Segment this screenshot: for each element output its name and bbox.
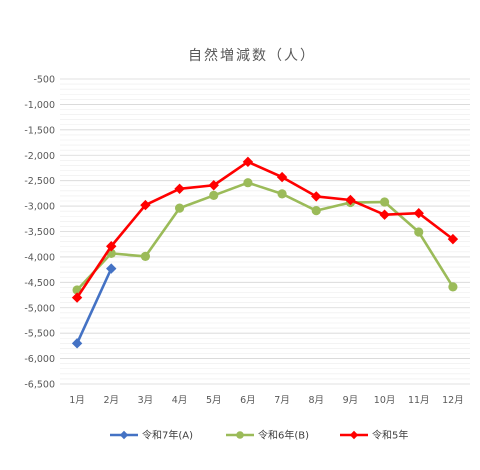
x-axis-tick-labels: 1月 2月 3月 4月 5月 6月 7月 8月 9月 10月 11月 12月: [69, 395, 463, 406]
data-point: [345, 194, 356, 206]
y-tick-label: -5,000: [24, 303, 55, 314]
data-point: [277, 189, 287, 199]
data-point: [311, 191, 322, 202]
data-point: [379, 209, 390, 220]
y-tick-label: -3,000: [24, 202, 55, 213]
y-tick-label: -6,000: [24, 354, 55, 365]
x-tick-label: 4月: [172, 395, 188, 406]
y-tick-label: -500: [33, 75, 55, 86]
data-point: [174, 183, 185, 194]
data-point: [242, 156, 254, 168]
y-tick-label: -6,500: [24, 380, 55, 391]
y-tick-label: -4,500: [24, 278, 55, 289]
x-tick-label: 11月: [408, 395, 430, 406]
x-tick-label: 2月: [103, 395, 119, 406]
x-tick-label: 7月: [274, 395, 290, 406]
x-tick-label: 9月: [343, 395, 359, 406]
data-point: [379, 197, 390, 207]
data-point: [413, 208, 424, 219]
data-point: [174, 203, 185, 213]
y-tick-label: -1,000: [24, 100, 55, 111]
x-tick-label: 12月: [442, 395, 464, 406]
data-point: [106, 241, 117, 252]
x-tick-label: 8月: [308, 395, 324, 406]
x-tick-label: 1月: [69, 395, 85, 406]
legend-swatch-marker: [119, 430, 129, 440]
data-point: [209, 190, 219, 201]
series-line: [76, 181, 455, 291]
series-lines: [71, 156, 459, 349]
data-point: [71, 338, 83, 349]
y-axis-tick-labels: -500 -1,000 -1,500 -2,000 -2,500 -3,000 -3,500…: [24, 75, 55, 391]
legend-label: 令和7年(A): [142, 429, 193, 442]
legend-item: 令和7年(A): [110, 429, 193, 442]
legend-label: 令和6年(B): [258, 429, 309, 442]
series-1: [71, 263, 117, 349]
data-point: [243, 178, 253, 188]
series-line: [75, 268, 113, 344]
data-point: [140, 199, 151, 211]
data-point: [447, 233, 459, 245]
y-tick-label: -2,000: [24, 151, 55, 162]
series-3: [71, 156, 459, 303]
y-tick-label: -2,500: [24, 176, 55, 187]
x-tick-label: 5月: [206, 395, 222, 406]
data-point: [276, 171, 288, 183]
series-2: [72, 178, 458, 295]
data-point: [311, 206, 321, 216]
y-tick-label: -4,000: [24, 252, 55, 263]
x-tick-label: 10月: [374, 395, 396, 406]
data-point: [414, 227, 424, 237]
data-point: [208, 180, 219, 191]
legend-label: 令和5年: [372, 429, 408, 442]
x-tick-label: 6月: [240, 395, 256, 406]
data-point: [71, 292, 83, 303]
legend-swatch-marker: [349, 430, 359, 440]
legend-swatch-marker: [236, 431, 244, 439]
series-line: [76, 160, 454, 299]
x-tick-label: 3月: [138, 395, 154, 406]
data-point: [448, 282, 458, 292]
gridlines: [60, 78, 470, 385]
data-point: [140, 251, 151, 262]
data-point: [106, 263, 117, 274]
chart-title: 自然増減数（人）: [188, 47, 316, 64]
legend-item: 令和5年: [340, 429, 408, 442]
legend-item: 令和6年(B): [226, 429, 309, 442]
y-tick-label: -3,500: [24, 227, 55, 238]
y-tick-label: -5,500: [24, 329, 55, 340]
y-tick-label: -1,500: [24, 125, 55, 136]
legend: 令和7年(A) 令和6年(B) 令和5年: [110, 429, 408, 442]
